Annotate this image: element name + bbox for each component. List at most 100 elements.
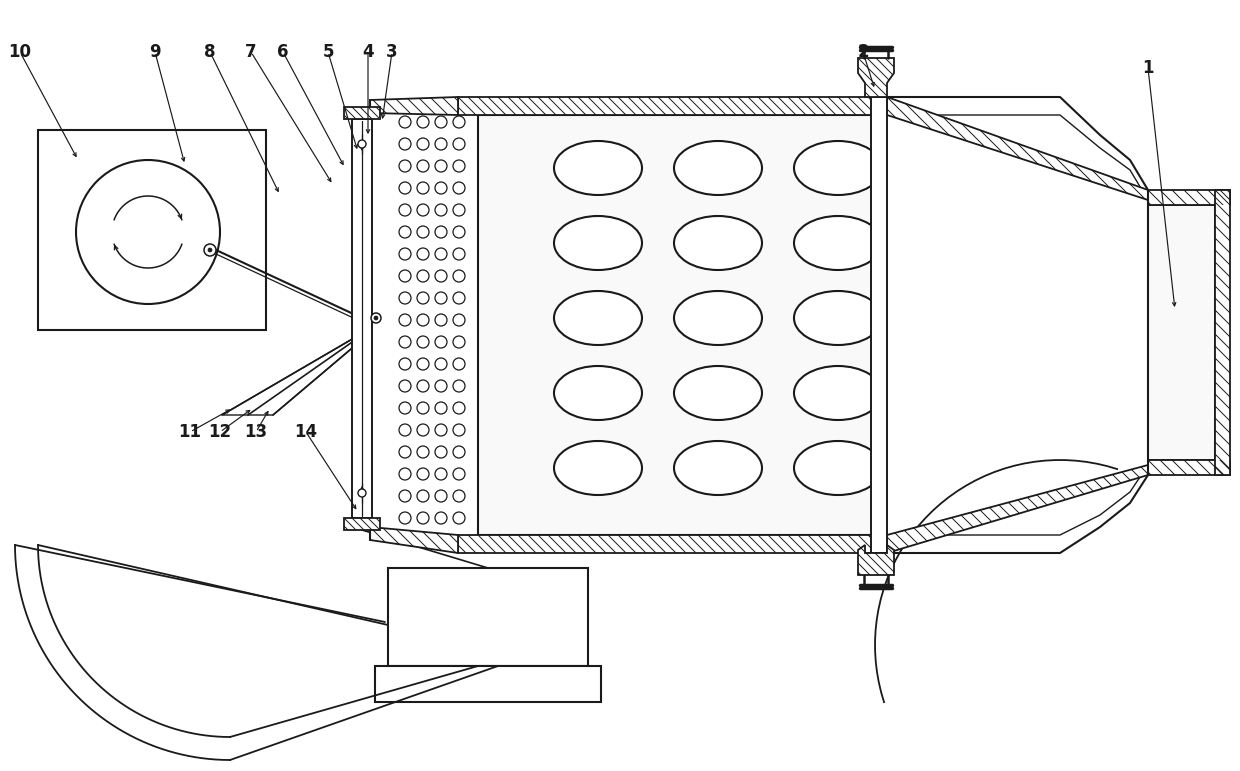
Polygon shape xyxy=(858,58,894,97)
Circle shape xyxy=(417,270,429,282)
Circle shape xyxy=(399,204,410,216)
Circle shape xyxy=(453,160,465,172)
Circle shape xyxy=(435,380,446,392)
Circle shape xyxy=(399,468,410,480)
Circle shape xyxy=(435,402,446,414)
Circle shape xyxy=(453,248,465,260)
Circle shape xyxy=(417,424,429,436)
Circle shape xyxy=(399,402,410,414)
Circle shape xyxy=(453,292,465,304)
Text: 3: 3 xyxy=(386,43,398,61)
Circle shape xyxy=(453,490,465,502)
Polygon shape xyxy=(858,545,894,575)
Polygon shape xyxy=(343,518,379,530)
Circle shape xyxy=(417,446,429,458)
Circle shape xyxy=(453,512,465,524)
Polygon shape xyxy=(1148,460,1230,475)
Polygon shape xyxy=(887,97,1148,200)
Bar xyxy=(352,119,372,518)
Circle shape xyxy=(205,244,216,256)
Ellipse shape xyxy=(554,366,642,420)
Polygon shape xyxy=(1215,190,1230,475)
Circle shape xyxy=(417,358,429,370)
Polygon shape xyxy=(887,97,1148,200)
Circle shape xyxy=(417,314,429,326)
Bar xyxy=(870,97,887,553)
Circle shape xyxy=(417,226,429,238)
Circle shape xyxy=(435,490,446,502)
Text: 13: 13 xyxy=(244,423,268,441)
Ellipse shape xyxy=(554,141,642,195)
Circle shape xyxy=(417,490,429,502)
Ellipse shape xyxy=(554,441,642,495)
Circle shape xyxy=(435,248,446,260)
Circle shape xyxy=(453,138,465,150)
Circle shape xyxy=(453,446,465,458)
Circle shape xyxy=(453,358,465,370)
Circle shape xyxy=(435,226,446,238)
Circle shape xyxy=(435,512,446,524)
Circle shape xyxy=(358,489,366,497)
Circle shape xyxy=(417,160,429,172)
Circle shape xyxy=(453,116,465,128)
Text: 5: 5 xyxy=(322,43,334,61)
Polygon shape xyxy=(458,535,873,553)
Circle shape xyxy=(399,380,410,392)
Circle shape xyxy=(417,468,429,480)
Ellipse shape xyxy=(794,141,882,195)
Circle shape xyxy=(435,446,446,458)
Ellipse shape xyxy=(675,366,763,420)
Circle shape xyxy=(417,204,429,216)
Circle shape xyxy=(399,446,410,458)
Polygon shape xyxy=(887,465,1148,553)
Circle shape xyxy=(435,468,446,480)
Circle shape xyxy=(435,204,446,216)
Polygon shape xyxy=(370,527,458,553)
Circle shape xyxy=(399,512,410,524)
Circle shape xyxy=(374,316,378,320)
Polygon shape xyxy=(458,97,873,115)
Circle shape xyxy=(453,424,465,436)
Text: 8: 8 xyxy=(205,43,216,61)
Polygon shape xyxy=(858,58,894,97)
Polygon shape xyxy=(458,97,873,115)
Circle shape xyxy=(399,138,410,150)
Bar xyxy=(388,568,588,666)
Circle shape xyxy=(435,336,446,348)
Circle shape xyxy=(399,116,410,128)
Ellipse shape xyxy=(794,291,882,345)
Polygon shape xyxy=(1148,190,1230,205)
Circle shape xyxy=(417,138,429,150)
Text: 7: 7 xyxy=(246,43,257,61)
Circle shape xyxy=(417,182,429,194)
Circle shape xyxy=(435,424,446,436)
Ellipse shape xyxy=(675,216,763,270)
Circle shape xyxy=(399,248,410,260)
Text: 2: 2 xyxy=(857,43,869,61)
Circle shape xyxy=(417,248,429,260)
Circle shape xyxy=(435,270,446,282)
Polygon shape xyxy=(343,518,379,530)
Bar xyxy=(38,130,267,330)
Circle shape xyxy=(417,116,429,128)
Circle shape xyxy=(453,402,465,414)
Circle shape xyxy=(453,270,465,282)
Circle shape xyxy=(435,358,446,370)
Text: 9: 9 xyxy=(149,43,161,61)
Text: 1: 1 xyxy=(1142,59,1153,77)
Polygon shape xyxy=(1215,190,1230,475)
Circle shape xyxy=(417,292,429,304)
Circle shape xyxy=(76,160,219,304)
Text: 6: 6 xyxy=(278,43,289,61)
Text: 10: 10 xyxy=(9,43,31,61)
Polygon shape xyxy=(343,107,379,119)
Circle shape xyxy=(417,512,429,524)
Circle shape xyxy=(453,468,465,480)
Circle shape xyxy=(399,358,410,370)
Polygon shape xyxy=(370,527,458,553)
Text: 4: 4 xyxy=(362,43,373,61)
Circle shape xyxy=(435,314,446,326)
Circle shape xyxy=(399,490,410,502)
Ellipse shape xyxy=(675,141,763,195)
Circle shape xyxy=(453,380,465,392)
